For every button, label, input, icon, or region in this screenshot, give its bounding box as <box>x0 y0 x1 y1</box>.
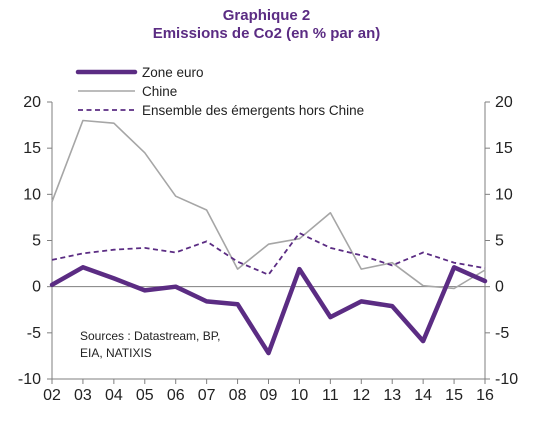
right-y-tick-label: 20 <box>495 94 513 111</box>
legend-label: Zone euro <box>142 65 204 80</box>
x-tick-label: 13 <box>383 387 401 404</box>
right-y-tick-label: -5 <box>495 325 509 342</box>
x-tick-label: 15 <box>445 387 463 404</box>
x-tick-label: 09 <box>260 387 278 404</box>
series-line-chine <box>51 119 486 290</box>
x-tick-label: 10 <box>291 387 309 404</box>
right-y-tick-label: 0 <box>495 279 504 296</box>
chart-annotation: Sources : Datastream, BP, EIA, NATIXIS <box>80 329 221 360</box>
left-y-tick-label: 5 <box>32 233 41 250</box>
right-y-tick-label: 10 <box>495 186 513 203</box>
x-tick-label: 14 <box>414 387 432 404</box>
series-line-ensemble-des-emergents-hors-chine <box>51 231 486 276</box>
left-y-tick-label: 15 <box>23 140 41 157</box>
series-line-zone-euro <box>49 265 488 356</box>
right-y-tick-label: -10 <box>495 371 518 388</box>
chart-subtitle: Emissions de Co2 (en % par an) <box>152 25 381 42</box>
x-tick-label: 04 <box>105 387 123 404</box>
x-tick-label: 05 <box>136 387 154 404</box>
chart-legend: Zone euro Chine Ensemble des émergents hor… <box>75 65 364 118</box>
x-tick-label: 08 <box>229 387 247 404</box>
left-y-tick-label: 20 <box>23 94 41 111</box>
x-tick-label: 07 <box>198 387 216 404</box>
chart-plot-area <box>49 119 488 356</box>
x-tick-label: 03 <box>74 387 92 404</box>
right-y-tick-label: 5 <box>495 233 504 250</box>
x-tick-label: 16 <box>476 387 494 404</box>
legend-label: Chine <box>142 84 177 99</box>
x-tick-label: 12 <box>352 387 370 404</box>
x-tick-label: 11 <box>322 387 339 404</box>
chart-title: Graphique 2 <box>222 7 311 24</box>
left-y-tick-label: -10 <box>18 371 41 388</box>
left-y-tick-label: 10 <box>23 186 41 203</box>
right-y-tick-label: 15 <box>495 140 513 157</box>
source-note-line: Sources : Datastream, BP, <box>80 329 221 343</box>
left-y-tick-label: 0 <box>32 279 41 296</box>
left-y-tick-label: -5 <box>27 325 41 342</box>
x-tick-label: 06 <box>167 387 185 404</box>
legend-label: Ensemble des émergents hors Chine <box>142 103 364 118</box>
chart-title-block: Graphique 2 Emissions de Co2 (en % par a… <box>0 7 533 43</box>
x-tick-label: 02 <box>43 387 61 404</box>
source-note-line: EIA, NATIXIS <box>80 346 152 360</box>
